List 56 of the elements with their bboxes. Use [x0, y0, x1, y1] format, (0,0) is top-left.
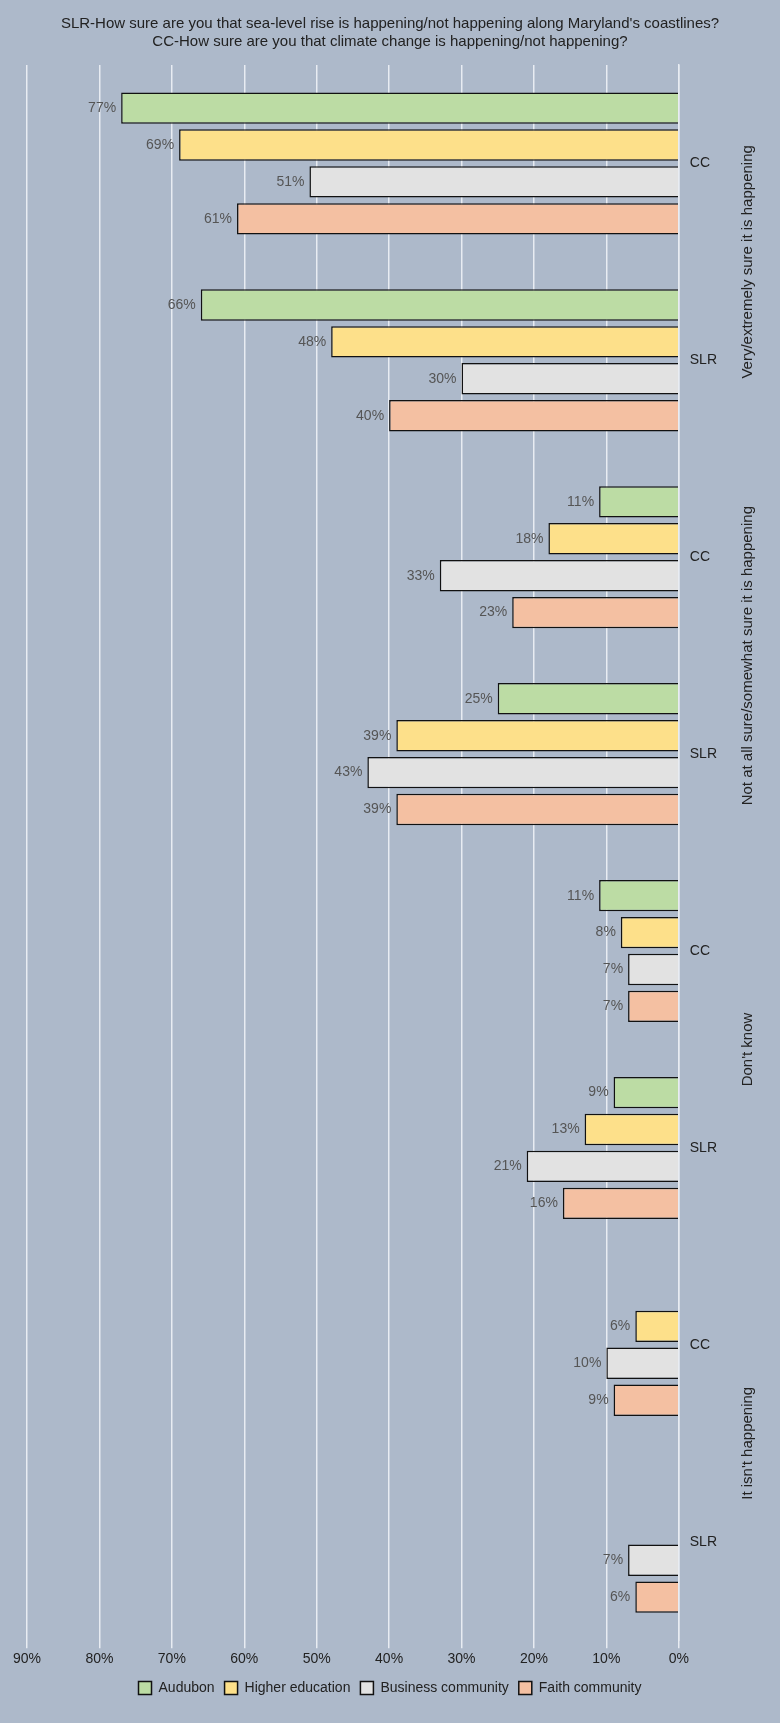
- y-tick-label: CC: [689, 941, 710, 958]
- y-tick-label: CC: [689, 1335, 710, 1352]
- x-tick-label: 70%: [157, 1650, 186, 1667]
- data-label: 43%: [334, 763, 363, 780]
- data-label: 11%: [567, 492, 595, 509]
- data-label: 11%: [567, 886, 595, 903]
- x-tick-label: 10%: [592, 1650, 621, 1667]
- data-label: 69%: [146, 135, 175, 152]
- data-label: 13%: [551, 1120, 580, 1137]
- data-label: 8%: [595, 923, 616, 940]
- data-label: 16%: [529, 1194, 558, 1211]
- y-tick-label: SLR: [689, 1532, 717, 1549]
- x-tick-label: 90%: [12, 1650, 42, 1667]
- data-label: 9%: [588, 1083, 609, 1100]
- data-label: 23%: [479, 603, 508, 620]
- data-label: 21%: [493, 1157, 522, 1174]
- text: Not at all sure/somewhat sure it is happening: [738, 506, 756, 806]
- x-tick-label: 80%: [85, 1650, 114, 1667]
- legend-label: Faith community: [538, 1678, 642, 1695]
- legend-label: Higher education: [244, 1678, 351, 1695]
- y-tick-label: CC: [689, 154, 710, 171]
- data-label: 7%: [602, 1551, 624, 1568]
- data-label: 77%: [88, 98, 117, 115]
- y-tick-label: SLR: [689, 351, 717, 368]
- data-label: 48%: [298, 332, 327, 349]
- legend-label: Audubon: [158, 1678, 215, 1695]
- data-label: 10%: [573, 1354, 602, 1371]
- data-label: 7%: [602, 997, 624, 1014]
- data-label: 66%: [167, 295, 196, 312]
- y-tick-label: CC: [689, 548, 710, 565]
- data-label: 6%: [610, 1587, 631, 1604]
- data-label: 25%: [464, 689, 493, 706]
- data-label: 39%: [363, 726, 392, 743]
- x-tick-label: 30%: [447, 1650, 476, 1667]
- data-label: 39%: [363, 800, 392, 817]
- data-label: 33%: [406, 566, 435, 583]
- legend-label: Business community: [380, 1678, 509, 1695]
- data-label: 61%: [203, 209, 233, 226]
- y-tick-label: SLR: [689, 745, 717, 762]
- x-tick-label: 50%: [302, 1650, 331, 1667]
- data-label: 9%: [588, 1391, 609, 1408]
- x-tick-label: 60%: [230, 1650, 259, 1667]
- x-tick-label: 20%: [519, 1650, 548, 1667]
- data-label: 30%: [428, 369, 457, 386]
- data-label: 7%: [602, 960, 624, 977]
- text: It isn't happening: [738, 1386, 756, 1500]
- y-tick-label: SLR: [689, 1138, 717, 1155]
- x-tick-label: 40%: [375, 1650, 404, 1667]
- text: Don't know: [738, 1012, 756, 1087]
- data-label: 40%: [356, 406, 385, 423]
- text: Very/extremely sure it is happening: [738, 145, 756, 379]
- data-label: 18%: [515, 529, 544, 546]
- data-label: 51%: [276, 172, 305, 189]
- x-tick-label: 0%: [668, 1650, 689, 1667]
- data-label: 6%: [610, 1317, 631, 1334]
- chart-title: SLR-How sure are you that sea-level rise is happening/not happening along Maryland's coastlines? CC-How sure are you that climate change is happening/not happening?: [60, 14, 720, 50]
